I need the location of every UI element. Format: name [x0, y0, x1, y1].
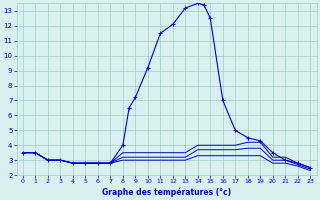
- X-axis label: Graphe des températures (°c): Graphe des températures (°c): [102, 187, 231, 197]
